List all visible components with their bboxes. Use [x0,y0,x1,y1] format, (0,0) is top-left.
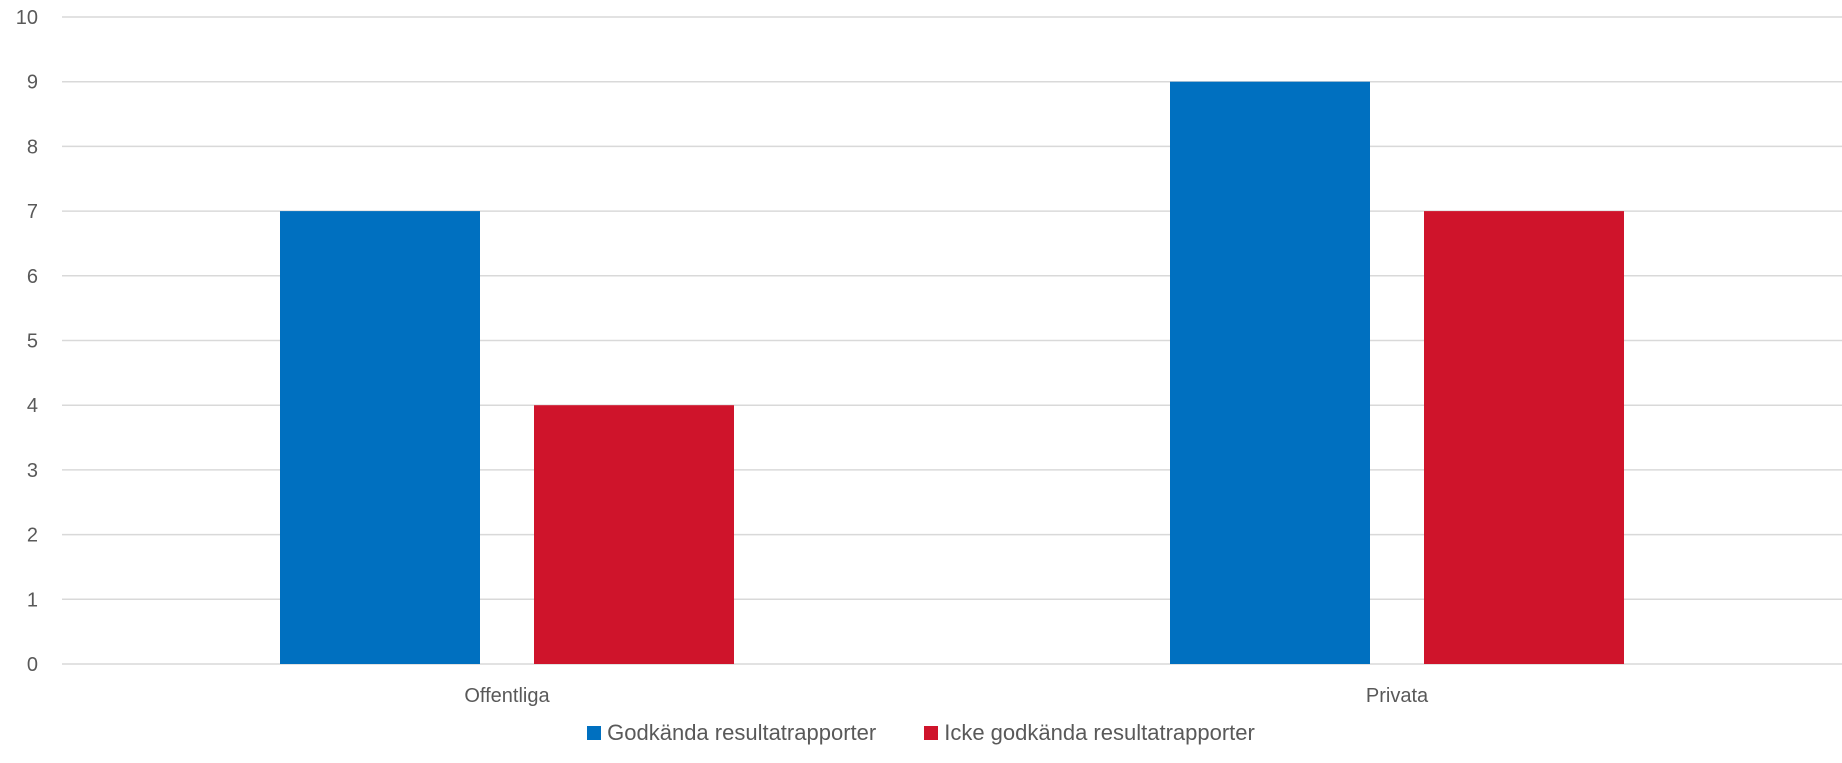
legend-label-not-approved: Icke godkända resultatrapporter [944,720,1255,745]
legend-item-not-approved: Icke godkända resultatrapporter [924,720,1255,746]
y-tick-label: 8 [27,136,38,158]
y-tick-label: 6 [27,266,38,288]
bar-not-approved-offentliga [534,405,734,664]
x-category-label: Offentliga [464,685,550,707]
legend: Godkända resultatrapporter Icke godkända… [0,720,1842,746]
y-tick-label: 3 [27,460,38,482]
legend-label-approved: Godkända resultatrapporter [607,720,877,745]
x-category-label: Privata [1366,685,1429,707]
bar-approved-privata [1170,81,1370,664]
y-tick-label: 7 [27,201,38,223]
y-tick-label: 2 [27,525,38,547]
y-tick-label: 0 [27,654,38,676]
y-tick-label: 9 [27,72,38,94]
legend-swatch-not-approved [924,726,939,740]
y-tick-label: 1 [27,589,38,611]
y-tick-label: 4 [27,395,38,417]
y-tick-label: 5 [27,331,38,353]
bar-not-approved-privata [1424,211,1624,664]
y-tick-label: 10 [16,7,38,29]
legend-item-approved: Godkända resultatrapporter [587,720,876,746]
legend-swatch-approved [587,726,602,740]
bar-approved-offentliga [280,211,480,664]
